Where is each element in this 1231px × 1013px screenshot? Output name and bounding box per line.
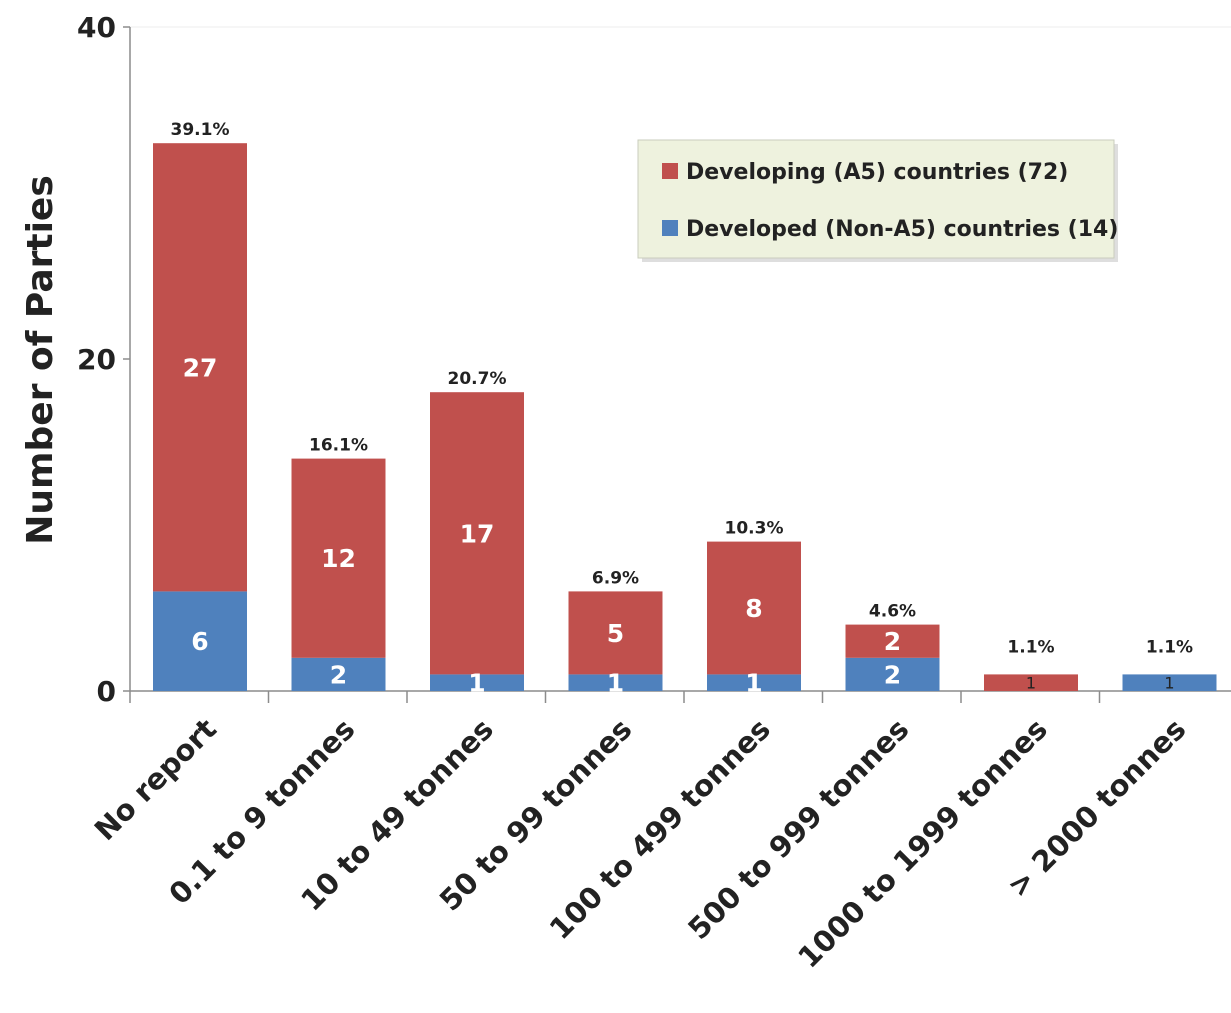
y-axis-label: Number of Parties xyxy=(20,175,61,545)
legend-swatch xyxy=(662,220,678,236)
bar-developing-value-label: 1 xyxy=(1026,674,1036,693)
bar-developed-value-label: 2 xyxy=(884,660,901,689)
bar-percent-label: 10.3% xyxy=(725,519,784,539)
bar-developing-value-label: 8 xyxy=(745,594,762,623)
bar-developed xyxy=(430,674,524,691)
bar-percent-label: 1.1% xyxy=(1146,637,1193,657)
bar-developed xyxy=(845,657,940,691)
bar-developing xyxy=(153,143,247,592)
y-tick-label: 20 xyxy=(77,343,116,376)
bar-developed xyxy=(568,674,663,691)
bar-developing-value-label: 5 xyxy=(607,619,624,648)
legend-entry-label: Developed (Non-A5) countries (14) xyxy=(686,217,1118,242)
y-tick-label: 0 xyxy=(97,675,116,708)
bar-developing xyxy=(568,591,663,675)
bar-developing xyxy=(291,458,386,658)
bar-developing-value-label: 12 xyxy=(321,544,356,573)
bar-developed-value-label: 1 xyxy=(468,669,485,698)
bar-developed-value-label: 6 xyxy=(191,627,208,656)
bar-developed-value-label: 2 xyxy=(330,660,347,689)
y-tick-label: 40 xyxy=(77,11,116,44)
legend-swatch xyxy=(662,163,678,179)
legend-entry-label: Developing (A5) countries (72) xyxy=(686,160,1068,185)
bar-percent-label: 1.1% xyxy=(1007,637,1054,657)
bars xyxy=(153,143,1217,691)
bar-percent-label: 39.1% xyxy=(171,120,230,140)
bar-developed xyxy=(153,591,247,691)
bar-developing xyxy=(984,674,1078,691)
bar-developed-value-label: 1 xyxy=(745,669,762,698)
bar-percent-label: 20.7% xyxy=(448,369,507,389)
x-tick-label: 1000 to 1999 tonnes xyxy=(791,712,1054,975)
bar-percent-label: 4.6% xyxy=(869,602,916,622)
bar-percent-label: 6.9% xyxy=(592,568,639,588)
bar-developing xyxy=(707,541,801,675)
x-tick-label: No report xyxy=(88,712,223,847)
bar-developing-value-label: 2 xyxy=(884,627,901,656)
legend-box xyxy=(637,139,1115,259)
bar-developed-value-label: 1 xyxy=(1164,674,1174,693)
bar-developed-value-label: 1 xyxy=(607,669,624,698)
bar-developing xyxy=(430,392,524,675)
bar-developed xyxy=(1122,674,1217,691)
bar-developing-value-label: 17 xyxy=(460,519,495,548)
bar-developing xyxy=(845,624,940,658)
bar-developing-value-label: 27 xyxy=(183,353,218,382)
bar-developed xyxy=(291,657,386,691)
bar-developed xyxy=(707,674,801,691)
data-labels: 6 27 39.1% 2 12 16.1% 1 17 20.7% 1 5 6.9% 1 8 10.3% 2 2 4… xyxy=(171,120,1194,698)
bar-percent-label: 16.1% xyxy=(309,436,368,456)
legend: Developing (A5) countries (72) Developed … xyxy=(637,139,1118,262)
